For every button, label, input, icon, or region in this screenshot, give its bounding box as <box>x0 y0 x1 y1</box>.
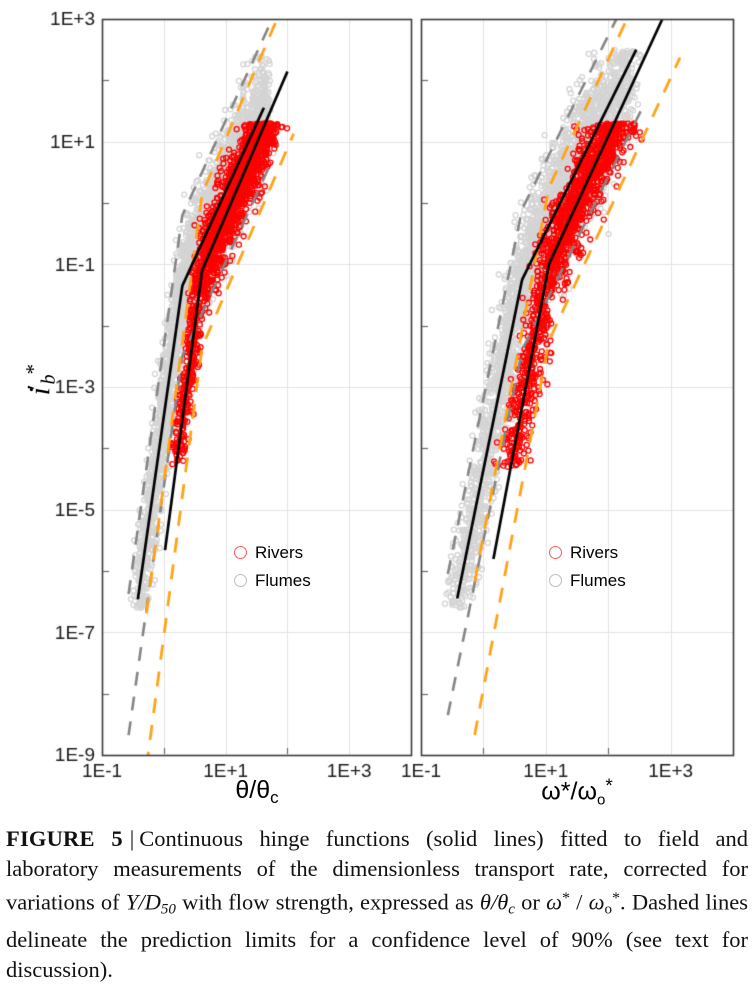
x-axis-label-right-star: * <box>605 776 613 797</box>
rivers-marker-icon <box>234 545 247 559</box>
x-axis-label-right-main: ω*/ω <box>541 777 597 806</box>
figure-caption: FIGURE 5 | Continuous hinge functions (sol… <box>6 824 748 985</box>
flumes-marker-icon <box>549 573 562 587</box>
legend-label-flumes: Flumes <box>570 570 626 590</box>
caption-variable-omega2-star: * <box>612 890 620 907</box>
scatter-plot-canvas <box>0 0 754 815</box>
caption-variable-theta-subscript: c <box>508 901 515 918</box>
x-axis-label-left-main: θ/θ <box>235 776 271 804</box>
x-axis-label-right-subscript: o <box>596 791 606 809</box>
y-axis-label-star: * <box>21 363 46 375</box>
caption-variable-omega2-subscript: o <box>604 901 613 918</box>
figure-number: FIGURE 5 <box>6 826 123 851</box>
caption-separator: | <box>129 826 135 851</box>
caption-text-part5: . Dashed lines delineate the prediction … <box>6 889 748 982</box>
legend-item-flumes: Flumes <box>234 566 311 594</box>
caption-variable-omega2: ω <box>588 889 605 915</box>
y-axis-label: i′b* <box>21 345 60 415</box>
x-axis-label-left-panel: θ/θc <box>102 776 412 808</box>
legend-label-flumes: Flumes <box>255 570 311 590</box>
caption-variable-theta: θ/θ <box>479 889 509 915</box>
y-axis-label-prime: ′ <box>22 384 52 391</box>
caption-variable-omega-star: * <box>561 890 570 907</box>
legend-item-flumes: Flumes <box>549 566 626 594</box>
legend-left-panel: Rivers Flumes <box>234 538 311 594</box>
caption-variable-omega: ω <box>546 889 562 915</box>
caption-text-part1: Continuous hinge functions (solid lines)… <box>6 826 749 915</box>
x-axis-label-left-subscript: c <box>270 788 279 808</box>
caption-text-part3: or <box>514 889 547 915</box>
caption-variable-Y-D: Y/D <box>125 889 161 915</box>
caption-text-part2: with flow strength, expressed as <box>175 889 480 915</box>
legend-item-rivers: Rivers <box>234 538 311 566</box>
legend-label-rivers: Rivers <box>255 542 304 562</box>
legend-right-panel: Rivers Flumes <box>549 538 626 594</box>
legend-item-rivers: Rivers <box>549 538 626 566</box>
x-axis-label-right-panel: ω*/ωo* <box>421 776 733 808</box>
flumes-marker-icon <box>234 573 247 587</box>
caption-text-part4: / <box>569 889 589 915</box>
rivers-marker-icon <box>549 545 562 559</box>
figure-panel-group: i′b* θ/θc ω*/ωo* Rivers Flumes Rivers Fl… <box>0 0 754 815</box>
caption-variable-Y-D-subscript: 50 <box>160 901 176 918</box>
y-axis-label-subscript: b <box>37 374 60 385</box>
legend-label-rivers: Rivers <box>570 542 619 562</box>
